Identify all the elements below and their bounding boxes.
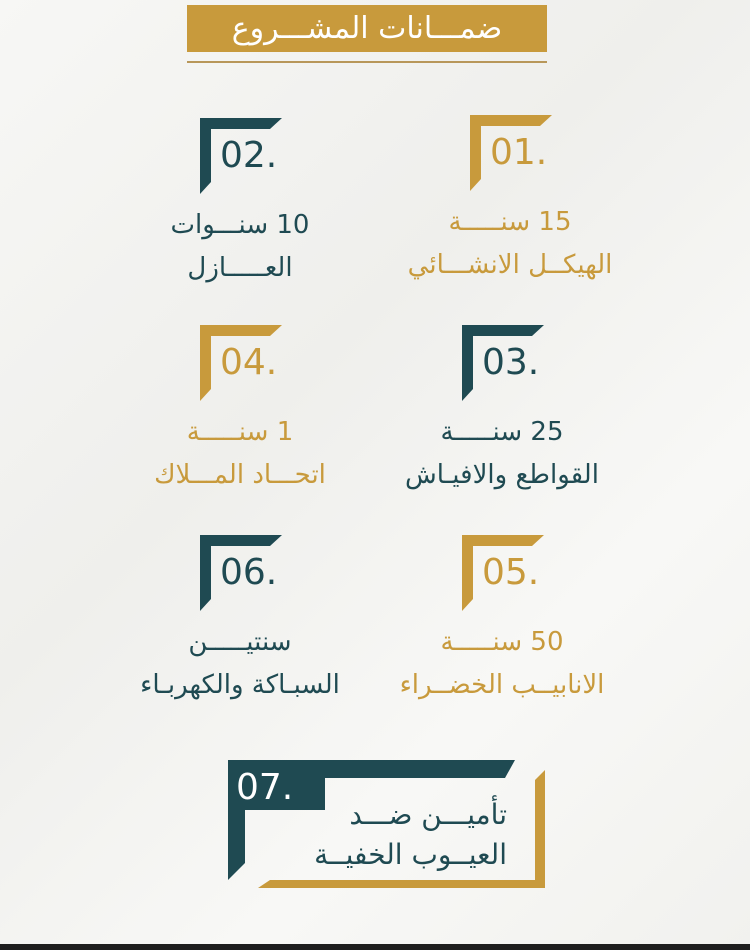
bracket-frame — [462, 325, 544, 401]
bracket-frame — [200, 325, 282, 401]
featured-line2: العيــوب الخفيــة — [314, 838, 507, 871]
featured-frame — [228, 760, 545, 888]
bracket-frame — [200, 118, 282, 194]
card-item: السبـاكة والكهربـاء — [140, 670, 340, 700]
guarantee-card-6: 06. سنتيـــــن السبـاكة والكهربـاء — [115, 535, 365, 735]
teal-frame-shape — [228, 760, 515, 880]
card-duration: 25 سنـــــة — [440, 417, 564, 447]
card-duration: سنتيـــــن — [188, 627, 292, 657]
guarantee-card-1: 01. 15 سنـــــة الهيكــل الانشـــائي — [385, 115, 635, 315]
bracket-frame — [470, 115, 552, 191]
card-item: القواطع والافيـاش — [405, 460, 599, 490]
guarantee-card-3: 03. 25 سنـــــة القواطع والافيـاش — [377, 325, 627, 525]
card-number: 03. — [482, 342, 540, 383]
guarantee-card-2: 02. 10 سنـــوات العـــــازل — [115, 118, 365, 318]
bracket-frame — [462, 535, 544, 611]
page-title: ضمـــانات المشـــروع — [187, 5, 547, 52]
guarantee-card-4: 04. 1 سنـــــة اتحـــاد المـــلاك — [115, 325, 365, 525]
card-duration: 1 سنـــــة — [186, 417, 294, 447]
bracket-frame — [200, 535, 282, 611]
title-divider — [187, 61, 547, 63]
card-item: الانابيــب الخضــراء — [399, 670, 605, 700]
featured-line1: تأميـــن ضـــد — [349, 798, 507, 831]
card-item: العـــــازل — [187, 253, 293, 283]
guarantee-card-5: 05. 50 سنـــــة الانابيــب الخضــراء — [377, 535, 627, 735]
card-duration: 50 سنـــــة — [440, 627, 564, 657]
card-item: الهيكــل الانشـــائي — [407, 250, 613, 280]
card-number: 06. — [220, 552, 278, 593]
bottom-edge — [0, 944, 750, 950]
card-number: 01. — [490, 132, 548, 173]
card-number: 05. — [482, 552, 540, 593]
featured-number: 07. — [236, 767, 294, 808]
card-duration: 10 سنـــوات — [170, 210, 310, 240]
card-item: اتحـــاد المـــلاك — [154, 460, 326, 490]
card-duration: 15 سنـــــة — [448, 207, 572, 237]
card-number: 02. — [220, 135, 278, 176]
card-number: 04. — [220, 342, 278, 383]
